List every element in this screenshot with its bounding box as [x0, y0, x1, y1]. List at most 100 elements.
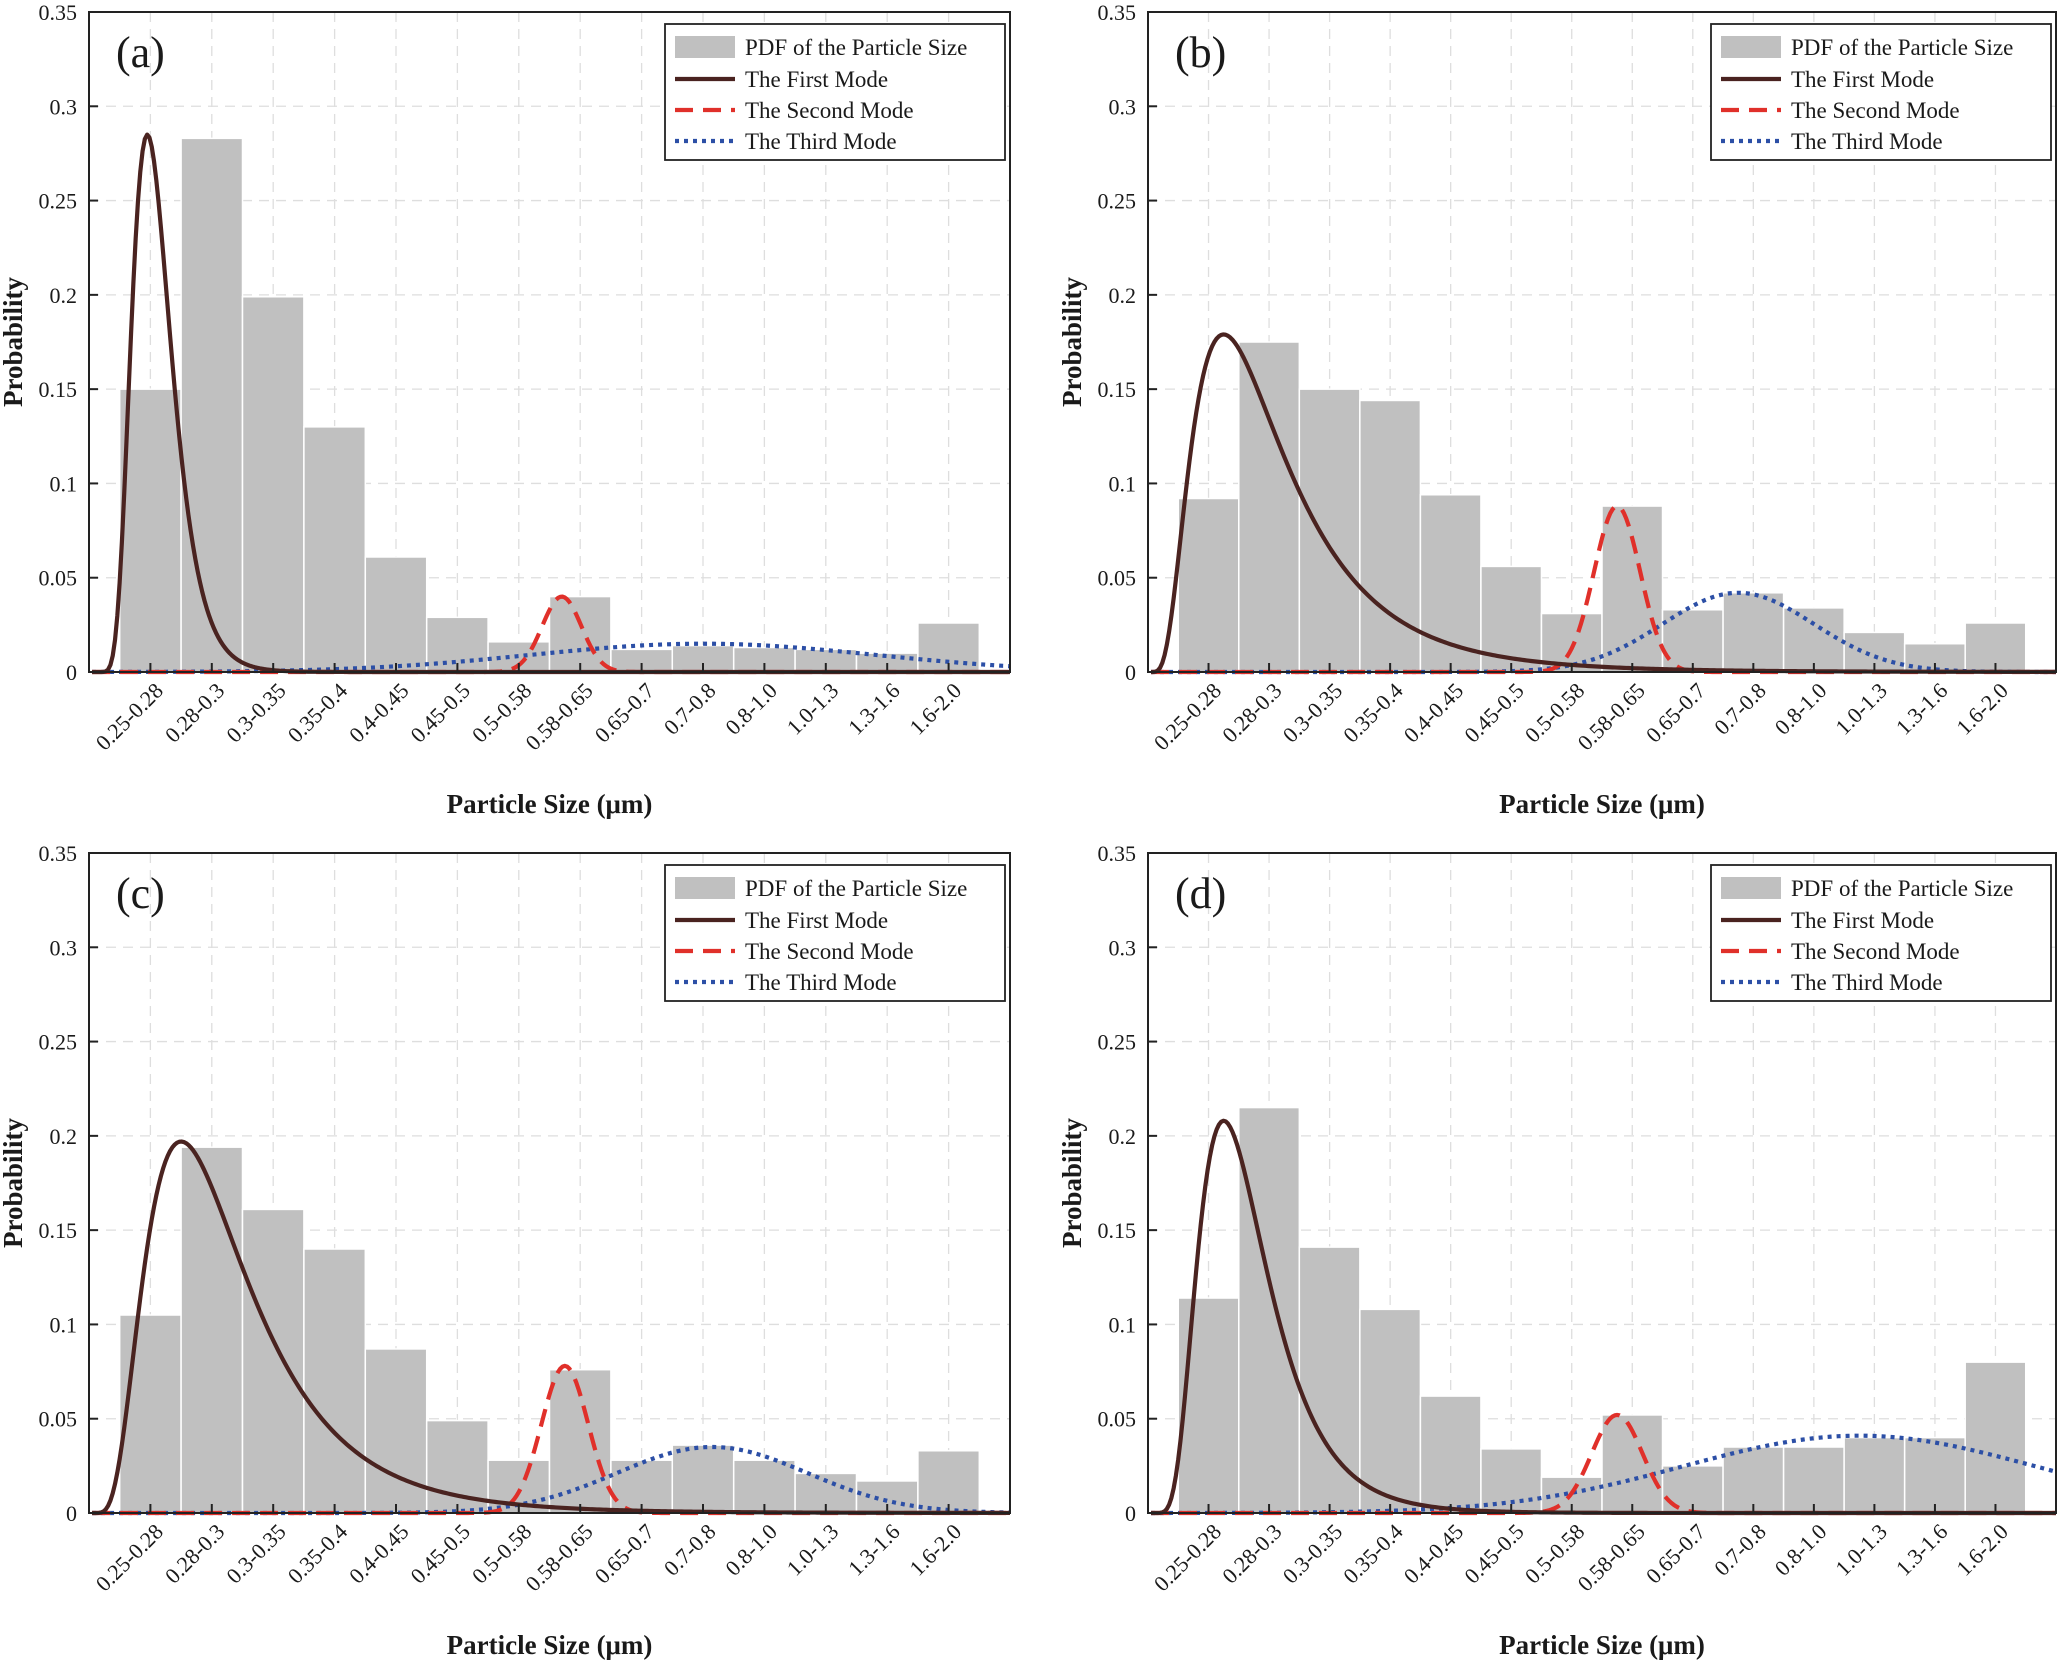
bar-0.35-0.4 — [303, 1248, 367, 1514]
x-tick-label: 1.0-1.3 — [1830, 678, 1892, 740]
legend-label-first: The First Mode — [745, 908, 888, 933]
bar-0.58-0.65 — [548, 595, 612, 673]
axes-frame — [88, 852, 1011, 1514]
chart-panel-d: 0 0.05 0.1 0.15 0.2 0.25 0.3 0.35 0.25-0.280.28-… — [1057, 841, 2057, 1660]
x-tick-label: 0.45-0.5 — [1459, 678, 1529, 748]
x-axis-title: Particle Size (μm) — [447, 1630, 653, 1660]
bar-series — [118, 1146, 981, 1514]
y-tick-label: 0 — [1125, 660, 1136, 685]
x-tick-label: 0.8-1.0 — [720, 678, 782, 740]
bar-0.8-1.0 — [1782, 607, 1845, 673]
x-tick-label: 0.28-0.3 — [160, 678, 230, 748]
y-tick-label: 0.25 — [1098, 1030, 1137, 1055]
y-tick-label: 0.1 — [1109, 1312, 1137, 1337]
y-tick-label: 0.15 — [39, 377, 78, 402]
y-tick-label: 0.15 — [39, 1218, 78, 1243]
y-tick-label: 0.35 — [39, 841, 78, 866]
y-tick-label: 0 — [66, 1501, 77, 1526]
legend-label-pdf: PDF of the Particle Size — [1791, 35, 2013, 60]
x-tick-label: 0.4-0.45 — [1399, 678, 1469, 748]
x-tick-label: 0.4-0.45 — [1399, 1519, 1469, 1589]
y-axis-title: Probability — [0, 276, 28, 407]
x-axis-title: Particle Size (μm) — [1499, 789, 1705, 819]
legend-label-third: The Third Mode — [1791, 970, 1943, 995]
x-tick-label: 0.7-0.8 — [1709, 1519, 1771, 1581]
x-tick-label: 0.25-0.28 — [91, 1519, 168, 1596]
y-tick-label: 0.35 — [1098, 841, 1137, 866]
bar-0.25-0.28 — [1177, 1297, 1240, 1514]
x-tick-label: 0.25-0.28 — [1149, 678, 1226, 755]
x-axis-title: Particle Size (μm) — [447, 789, 653, 819]
legend: PDF of the Particle Size The First Mode Th… — [664, 23, 1006, 161]
x-tick-label: 0.28-0.3 — [1217, 1519, 1287, 1589]
y-axis-title: Probability — [0, 1117, 28, 1248]
y-tick-label: 0.2 — [50, 1124, 78, 1149]
chart-panel-c: 0 0.05 0.1 0.15 0.2 0.25 0.3 0.35 0.25-0.280.28-… — [0, 841, 1011, 1660]
y-tick-label: 0.35 — [1098, 0, 1137, 25]
legend-swatch-pdf — [675, 36, 735, 58]
y-axis-title: Probability — [1057, 1117, 1087, 1248]
y-tick-label: 0.3 — [50, 935, 78, 960]
y-tick-label: 0 — [66, 660, 77, 685]
x-tick-label: 0.7-0.8 — [1709, 678, 1771, 740]
bar-0.3-0.35 — [241, 1208, 305, 1514]
x-tick-label: 0.3-0.35 — [1278, 678, 1348, 748]
x-tick-label: 0.58-0.65 — [520, 678, 597, 755]
x-tick-label: 0.65-0.7 — [1641, 678, 1711, 748]
x-tick-label: 0.25-0.28 — [1149, 1519, 1226, 1596]
x-tick-label: 1.6-2.0 — [1951, 1519, 2013, 1581]
x-tick-label: 0.45-0.5 — [405, 678, 475, 748]
legend-swatch-pdf — [1721, 36, 1781, 58]
x-tick-label: 1.6-2.0 — [904, 678, 966, 740]
panel-label: (d) — [1175, 869, 1226, 918]
bar-0.8-1.0 — [1782, 1446, 1845, 1514]
bar-0.4-0.45 — [364, 556, 428, 673]
bar-1.3-1.6 — [1903, 1436, 1966, 1514]
bar-0.28-0.3 — [1238, 341, 1301, 673]
legend: PDF of the Particle Size The First Mode Th… — [1710, 864, 2052, 1002]
bar-0.35-0.4 — [303, 426, 367, 673]
x-tick-label: 0.65-0.7 — [590, 678, 660, 748]
x-tick-label: 1.0-1.3 — [782, 1519, 844, 1581]
x-tick-label: 0.45-0.5 — [1459, 1519, 1529, 1589]
bar-0.28-0.3 — [180, 1146, 244, 1514]
third-mode-line — [92, 1444, 1011, 1516]
bar-0.7-0.8 — [1722, 1446, 1785, 1514]
bar-0.7-0.8 — [1722, 592, 1785, 673]
y-tick-label: 0.2 — [1109, 1124, 1137, 1149]
y-tick-label: 0.1 — [1109, 471, 1137, 496]
legend-label-first: The First Mode — [745, 67, 888, 92]
y-tick-label: 0.2 — [1109, 283, 1137, 308]
y-tick-label: 0.3 — [1109, 935, 1137, 960]
bar-1.6-2.0 — [917, 1450, 981, 1514]
chart-panel-a: 0 0.05 0.1 0.15 0.2 0.25 0.3 0.35 0.25-0.280.28-… — [0, 0, 1011, 819]
bar-1.0-1.3 — [1843, 1436, 1906, 1514]
y-tick-label: 0.3 — [1109, 94, 1137, 119]
bar-0.25-0.28 — [118, 1314, 182, 1514]
x-tick-label: 0.3-0.35 — [221, 1519, 291, 1589]
legend-label-first: The First Mode — [1791, 908, 1934, 933]
x-tick-label: 1.6-2.0 — [904, 1519, 966, 1581]
bar-0.58-0.65 — [1601, 505, 1664, 673]
y-tick-label: 0.15 — [1098, 1218, 1137, 1243]
x-tick-label: 1.0-1.3 — [1830, 1519, 1892, 1581]
legend: PDF of the Particle Size The First Mode Th… — [664, 864, 1006, 1002]
bar-0.25-0.28 — [118, 388, 182, 673]
x-tick-label: 0.35-0.4 — [283, 678, 353, 748]
x-tick-label: 1.3-1.6 — [1891, 678, 1953, 740]
bar-0.28-0.3 — [1238, 1106, 1301, 1514]
x-tick-label: 0.28-0.3 — [1217, 678, 1287, 748]
bar-0.3-0.35 — [241, 295, 305, 673]
bar-1.6-2.0 — [1964, 1361, 2027, 1514]
legend-swatch-pdf — [675, 877, 735, 899]
legend-label-pdf: PDF of the Particle Size — [1791, 876, 2013, 901]
x-tick-label: 1.0-1.3 — [782, 678, 844, 740]
legend-label-second: The Second Mode — [745, 939, 914, 964]
bar-0.28-0.3 — [180, 137, 244, 673]
panel-label: (b) — [1175, 28, 1226, 77]
y-tick-label: 0.1 — [50, 471, 78, 496]
legend: PDF of the Particle Size The First Mode Th… — [1710, 23, 2052, 161]
legend-label-second: The Second Mode — [1791, 98, 1960, 123]
y-tick-label: 0.05 — [1098, 566, 1137, 591]
x-tick-label: 0.65-0.7 — [1641, 1519, 1711, 1589]
